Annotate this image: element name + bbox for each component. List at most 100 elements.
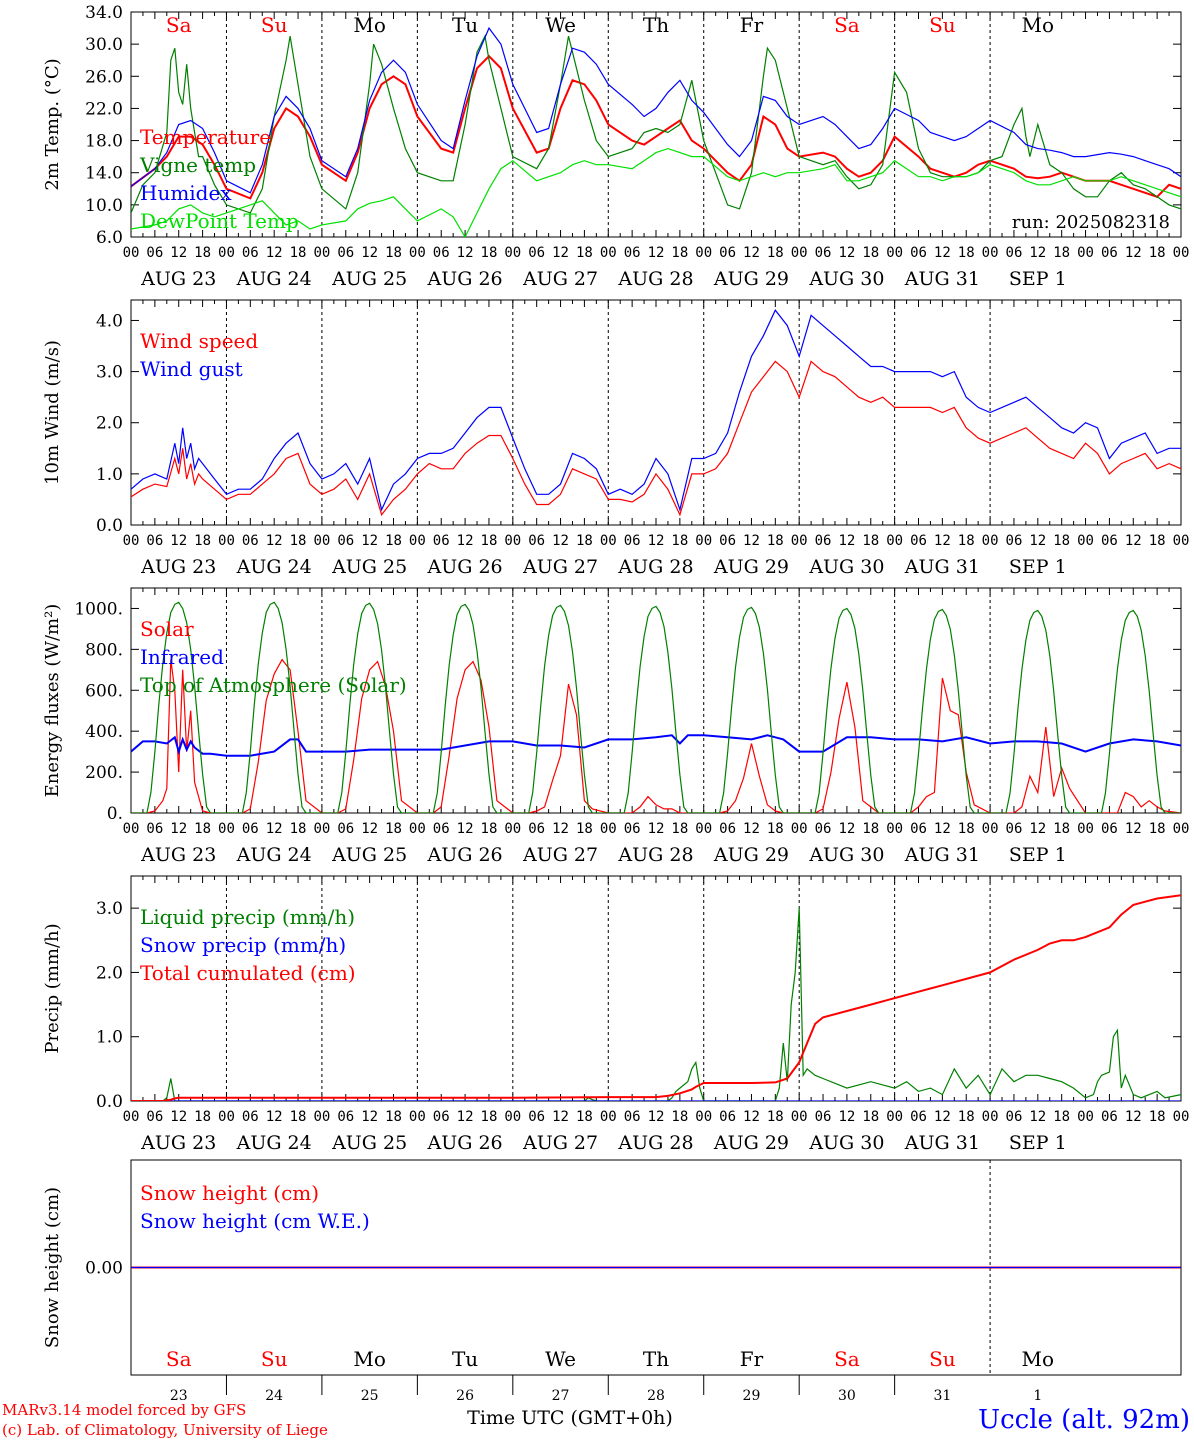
hour-tick-label: 00	[313, 821, 330, 837]
hour-tick-label: 00	[695, 821, 712, 837]
hour-tick-label: 18	[385, 1109, 402, 1125]
day-label: AUG 27	[522, 268, 598, 290]
hour-tick-label: 06	[624, 533, 641, 549]
hour-tick-label: 18	[481, 821, 498, 837]
day-label: AUG 27	[522, 556, 598, 578]
y-tick-label: 26.0	[85, 67, 123, 87]
series-line	[131, 735, 1181, 755]
hour-tick-label: 06	[337, 245, 354, 261]
y-axis-title: Energy fluxes (W/m²)	[42, 604, 63, 798]
legend-entry: Infrared	[140, 645, 224, 669]
hour-tick-label: 06	[528, 245, 545, 261]
hour-tick-label: 18	[1149, 245, 1166, 261]
weekday-label: Fr	[740, 13, 764, 37]
hour-tick-label: 00	[218, 821, 235, 837]
series-line	[131, 56, 1181, 198]
day-label: AUG 27	[522, 844, 598, 866]
hour-tick-label: 00	[218, 533, 235, 549]
day-label: AUG 24	[236, 844, 312, 866]
legend-entry: Top of Atmosphere (Solar)	[140, 673, 407, 697]
hour-tick-label: 06	[528, 533, 545, 549]
day-label: AUG 30	[808, 268, 884, 290]
y-tick-label: 2.0	[96, 414, 123, 434]
hour-tick-label: 06	[242, 245, 259, 261]
day-label: AUG 31	[904, 268, 980, 290]
day-label: AUG 30	[808, 844, 884, 866]
hour-tick-label: 12	[648, 533, 665, 549]
hour-tick-label: 06	[433, 245, 450, 261]
weekday-label: Tu	[452, 1347, 478, 1371]
hour-tick-label: 18	[1053, 821, 1070, 837]
hour-tick-label: 18	[1053, 245, 1070, 261]
day-label: AUG 24	[236, 556, 312, 578]
day-label: AUG 31	[904, 844, 980, 866]
hour-tick-label: 00	[504, 533, 521, 549]
y-axis-title: Precip (mm/h)	[42, 923, 63, 1053]
weekday-label: Sa	[834, 1347, 860, 1371]
day-label: SEP 1	[1009, 844, 1067, 866]
day-label: AUG 28	[617, 556, 693, 578]
hour-tick-label: 06	[242, 821, 259, 837]
hour-tick-label: 06	[719, 1109, 736, 1125]
day-label: AUG 25	[331, 268, 407, 290]
hour-tick-label: 18	[1053, 1109, 1070, 1125]
day-label: SEP 1	[1009, 556, 1067, 578]
day-number-label: 24	[265, 1388, 283, 1404]
hour-tick-label: 00	[600, 533, 617, 549]
hour-tick-label: 06	[337, 1109, 354, 1125]
hour-tick-label: 18	[385, 245, 402, 261]
hour-tick-label: 18	[194, 245, 211, 261]
plot-area	[131, 28, 1181, 237]
hour-tick-label: 12	[743, 245, 760, 261]
day-label: AUG 28	[617, 1132, 693, 1154]
hour-tick-label: 18	[767, 1109, 784, 1125]
hour-tick-label: 12	[266, 533, 283, 549]
hour-tick-label: 00	[791, 821, 808, 837]
y-tick-label: 400.	[85, 722, 123, 742]
day-label: AUG 30	[808, 1132, 884, 1154]
hour-tick-label: 12	[1125, 821, 1142, 837]
hour-tick-label: 00	[982, 821, 999, 837]
hour-tick-label: 12	[361, 1109, 378, 1125]
weekday-label: Mo	[1022, 1347, 1055, 1371]
hour-tick-label: 00	[695, 245, 712, 261]
legend-entry: DewPoint Temp	[140, 209, 299, 233]
panel-1: 6.010.014.018.022.026.030.034.02m Temp. …	[42, 3, 1189, 290]
hour-tick-label: 12	[743, 533, 760, 549]
hour-tick-label: 12	[648, 821, 665, 837]
weekday-label: Fr	[740, 1347, 764, 1371]
hour-tick-label: 12	[457, 533, 474, 549]
hour-tick-label: 06	[1101, 1109, 1118, 1125]
hour-tick-label: 18	[1149, 821, 1166, 837]
credit-line-2: (c) Lab. of Climatology, University of L…	[2, 1421, 328, 1439]
hour-tick-label: 18	[290, 245, 307, 261]
weekday-label: Mo	[353, 13, 386, 37]
day-number-label: 26	[456, 1388, 474, 1404]
hour-tick-label: 18	[481, 1109, 498, 1125]
hour-tick-label: 12	[457, 1109, 474, 1125]
legend-entry: Total cumulated (cm)	[140, 961, 356, 985]
day-label: AUG 26	[427, 268, 503, 290]
hour-tick-label: 06	[337, 821, 354, 837]
hour-tick-label: 12	[743, 1109, 760, 1125]
hour-tick-label: 12	[170, 821, 187, 837]
plot-area	[131, 310, 1181, 515]
hour-tick-label: 00	[1173, 533, 1190, 549]
credit-line-1: MARv3.14 model forced by GFS	[2, 1401, 246, 1419]
day-number-label: 28	[647, 1388, 665, 1404]
hour-tick-label: 00	[123, 245, 140, 261]
hour-tick-label: 06	[433, 821, 450, 837]
hour-tick-label: 18	[767, 821, 784, 837]
day-number-label: 29	[743, 1388, 761, 1404]
run-label: run: 2025082318	[1012, 212, 1170, 233]
hour-tick-label: 18	[576, 1109, 593, 1125]
y-axis-title: Snow height (cm)	[42, 1187, 63, 1348]
y-tick-label: 3.0	[96, 899, 123, 919]
day-label: AUG 28	[617, 844, 693, 866]
legend-entry: Snow height (cm)	[140, 1181, 319, 1205]
day-label: AUG 25	[331, 1132, 407, 1154]
hour-tick-label: 12	[838, 1109, 855, 1125]
hour-tick-label: 12	[743, 821, 760, 837]
hour-tick-label: 06	[815, 821, 832, 837]
hour-tick-label: 18	[671, 821, 688, 837]
